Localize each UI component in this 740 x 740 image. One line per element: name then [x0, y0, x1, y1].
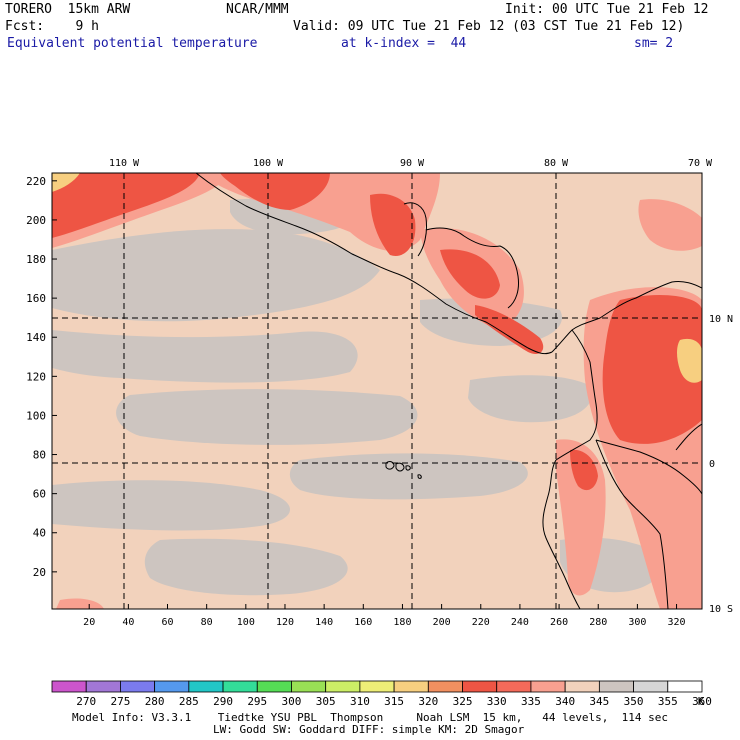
colorbar-level-label: 270	[76, 695, 97, 708]
x-tick-label: 200	[433, 617, 451, 628]
colorbar-level-label: 320	[418, 695, 439, 708]
x-tick-label: 100	[237, 617, 255, 628]
longitude-label: 100 W	[253, 158, 284, 169]
physics-info: LW: Godd SW: Goddard DIFF: simple KM: 2D…	[213, 723, 525, 736]
x-tick-label: 80	[201, 617, 213, 628]
colorbar-swatch	[222, 680, 258, 693]
x-tick-label: 160	[354, 617, 372, 628]
colorbar-level-label: 335	[521, 695, 541, 708]
colorbar-swatch	[120, 680, 156, 693]
colorbar-level-label: 280	[144, 695, 165, 708]
longitude-label: 80 W	[544, 158, 569, 169]
x-tick-label: 120	[276, 617, 294, 628]
graticule	[52, 173, 702, 609]
longitude-label: 90 W	[400, 158, 425, 169]
colorbar-swatch	[667, 680, 703, 693]
colorbar-swatch	[291, 680, 327, 693]
valid-time: Valid: 09 UTC Tue 21 Feb 12 (03 CST Tue …	[293, 19, 685, 34]
x-tick-label: 300	[628, 617, 646, 628]
x-tick-label: 140	[315, 617, 333, 628]
field-name: Equivalent potential temperature	[7, 36, 258, 51]
y-tick-label: 200	[26, 214, 46, 227]
colorbar-swatch	[427, 680, 463, 693]
colorbar-swatch	[564, 680, 600, 693]
organization: NCAR/MMM	[226, 2, 289, 17]
y-tick-label: 60	[33, 488, 46, 501]
y-tick-label: 80	[33, 449, 46, 462]
colorbar	[51, 680, 703, 693]
plot-frame	[51, 172, 703, 610]
colorbar-swatch	[633, 680, 669, 693]
latitude-label: 10 S	[709, 604, 733, 615]
x-tick-label: 40	[122, 617, 134, 628]
y-tick-label: 120	[26, 370, 46, 383]
coastlines	[195, 173, 702, 609]
x-tick-label: 20	[83, 617, 95, 628]
colorbar-swatch	[85, 680, 121, 693]
longitude-label: 70 W	[688, 158, 713, 169]
colorbar-swatch	[154, 680, 190, 693]
init-time: Init: 00 UTC Tue 21 Feb 12	[505, 2, 709, 17]
y-tick-label: 40	[33, 527, 46, 540]
colorbar-level-label: 295	[247, 695, 268, 708]
colorbar-swatch	[393, 680, 429, 693]
colorbar-swatch	[256, 680, 292, 693]
colorbar-swatch	[325, 680, 361, 693]
model-name: TORERO 15km ARW	[5, 2, 131, 17]
latitude-label: 10 N	[709, 314, 733, 325]
vertical-level: at k-index = 44	[341, 36, 467, 51]
colorbar-level-label: 290	[213, 695, 233, 708]
colorbar-swatch	[598, 680, 634, 693]
longitude-labels: 110 W 100 W 90 W 80 W 70 W	[109, 158, 713, 169]
latitude-labels: 10 N 0 10 S	[709, 314, 733, 615]
colorbar-swatch	[530, 680, 566, 693]
colorbar-level-label: 360	[692, 695, 712, 708]
x-tick-label: 280	[589, 617, 607, 628]
model-info: Model Info: V3.3.1 Tiedtke YSU PBL Thomp…	[72, 711, 669, 724]
colorbar-swatch	[188, 680, 224, 693]
smoothing: sm= 2	[634, 36, 674, 51]
colorbar-swatch	[359, 680, 395, 693]
y-tick-label: 100	[26, 409, 46, 422]
colorbar-level-label: 330	[486, 695, 507, 708]
high-theta-areas	[52, 173, 702, 609]
colorbar-level-label: 345	[589, 695, 610, 708]
y-tick-label: 220	[26, 175, 46, 188]
x-axis-ticks: 20 40 60 80 100 120 140 160 180 200 220 240 260 280 30…	[83, 604, 686, 628]
y-tick-label: 160	[26, 292, 46, 305]
colorbar-level-label: 300	[281, 695, 302, 708]
y-tick-label: 20	[33, 566, 46, 579]
x-tick-label: 240	[511, 617, 529, 628]
colorbar-unit: K	[697, 695, 705, 708]
forecast-hour: Fcst: 9 h	[5, 19, 99, 34]
colorbar-level-label: 350	[623, 695, 644, 708]
colorbar-level-label: 305	[315, 695, 336, 708]
x-tick-label: 220	[472, 617, 490, 628]
colorbar-level-label: 340	[555, 695, 576, 708]
y-tick-label: 140	[26, 331, 46, 344]
colorbar-level-label: 285	[178, 695, 199, 708]
y-tick-label: 180	[26, 253, 46, 266]
longitude-label: 110 W	[109, 158, 140, 169]
x-tick-label: 60	[161, 617, 173, 628]
x-tick-label: 260	[550, 617, 568, 628]
colorbar-swatch	[462, 680, 498, 693]
colorbar-swatch	[51, 680, 87, 693]
colorbar-level-label: 310	[349, 695, 370, 708]
y-axis-ticks: 20 40 60 80 100 120 140 160 180 200 220	[26, 175, 57, 579]
colorbar-swatch	[496, 680, 532, 693]
latitude-label: 0	[709, 459, 715, 470]
x-tick-label: 320	[668, 617, 686, 628]
colorbar-level-label: 275	[110, 695, 131, 708]
colorbar-level-label: 355	[657, 695, 678, 708]
x-tick-label: 180	[393, 617, 411, 628]
colorbar-level-label: 325	[452, 695, 473, 708]
colorbar-level-label: 315	[384, 695, 405, 708]
